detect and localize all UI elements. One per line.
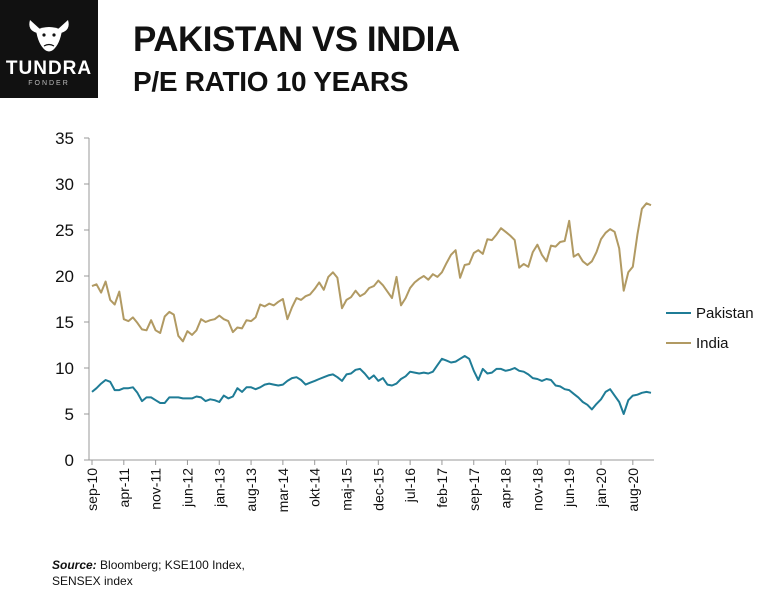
x-tick-label: apr-11 bbox=[116, 468, 132, 508]
x-tick-label: jun-19 bbox=[561, 468, 577, 508]
source-text-line1: Bloomberg; KSE100 Index, bbox=[100, 558, 245, 572]
y-tick-label: 35 bbox=[55, 129, 74, 148]
legend-label-pakistan: Pakistan bbox=[696, 305, 754, 322]
x-tick-label: dec-15 bbox=[370, 468, 386, 511]
x-tick-label: jun-12 bbox=[179, 468, 195, 508]
x-tick-label: jan-13 bbox=[211, 468, 227, 508]
x-tick-label: aug-20 bbox=[625, 468, 641, 512]
y-tick-label: 30 bbox=[55, 175, 74, 194]
y-tick-label: 0 bbox=[65, 451, 74, 470]
brand-name: TUNDRA bbox=[5, 58, 93, 79]
page-title: PAKISTAN VS INDIA bbox=[133, 20, 460, 59]
x-tick-label: apr-18 bbox=[498, 468, 514, 509]
x-tick-label: aug-13 bbox=[243, 468, 259, 512]
series-line-india bbox=[91, 202, 652, 343]
x-tick-label: okt-14 bbox=[307, 468, 323, 507]
x-tick-label: nov-11 bbox=[148, 468, 164, 510]
x-tick-label: mar-14 bbox=[275, 468, 291, 513]
x-tick-label: jan-20 bbox=[593, 468, 609, 508]
y-tick-label: 5 bbox=[65, 405, 74, 424]
y-tick-label: 20 bbox=[55, 267, 74, 286]
tundra-logo: TUNDRA FONDER bbox=[0, 0, 98, 98]
x-tick-label: sep-17 bbox=[466, 468, 482, 511]
y-tick-label: 10 bbox=[55, 359, 74, 378]
x-tick-label: maj-15 bbox=[339, 468, 355, 511]
brand-subtitle: FONDER bbox=[28, 80, 70, 87]
y-tick-label: 25 bbox=[55, 221, 74, 240]
source-text-line2: SENSEX index bbox=[52, 574, 133, 588]
legend-label-india: India bbox=[696, 335, 729, 352]
source-label: Source: bbox=[52, 558, 97, 572]
series-line-pakistan bbox=[91, 355, 652, 415]
bull-icon bbox=[29, 20, 69, 52]
source-note: Source: Bloomberg; KSE100 Index, SENSEX … bbox=[52, 557, 245, 589]
x-tick-label: feb-17 bbox=[434, 468, 450, 508]
page-subtitle: P/E RATIO 10 YEARS bbox=[133, 66, 409, 97]
x-tick-label: sep-10 bbox=[84, 468, 100, 511]
y-tick-label: 15 bbox=[55, 313, 74, 332]
x-tick-label: nov-18 bbox=[529, 468, 545, 511]
x-tick-label: jul-16 bbox=[402, 468, 418, 503]
